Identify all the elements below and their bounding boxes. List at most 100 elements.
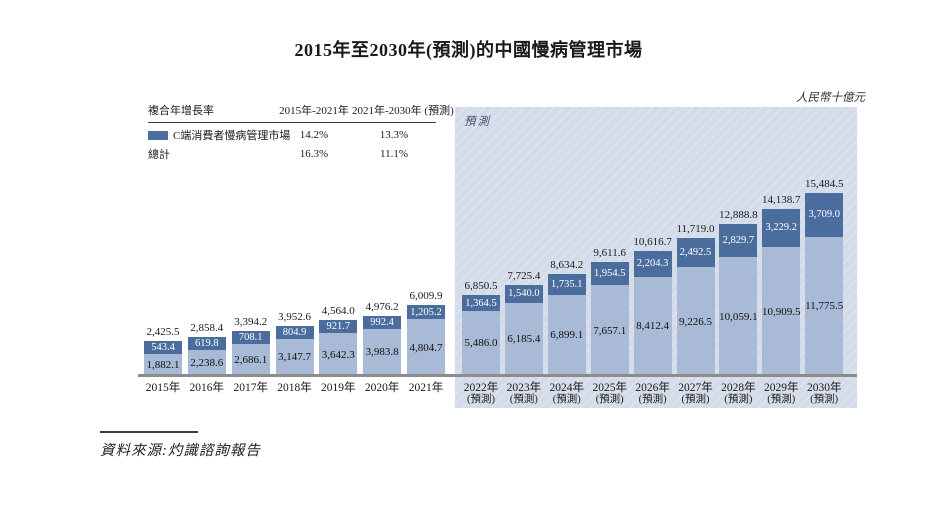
x-axis-label-2028年: 2028年 (預測) (721, 382, 756, 405)
x-axis-label-2026年: 2026年 (預測) (635, 382, 670, 405)
c-segment-value: 1,205.2 (410, 306, 442, 318)
x-axis-line (138, 374, 857, 377)
bar-2016年: 619.8 2,238.6 (187, 336, 226, 376)
bar-2020年-c-segment: 992.4 (363, 315, 402, 329)
legend-header-period1: 2015年-2021年 (279, 105, 349, 117)
bar-2021年: 1,205.2 4,804.7 (407, 305, 445, 376)
bar-2028年-base-segment: 10,059.1 (719, 257, 758, 376)
bar-2021年-total-value: 6,009.9 (409, 290, 443, 302)
bar-2027年: 2,492.5 9,226.5 (676, 237, 715, 376)
x-axis-label-2015年: 2015年 (145, 382, 181, 394)
c-segment-value: 1,954.5 (593, 268, 626, 280)
bar-2024年-base-segment: 6,899.1 (547, 294, 586, 376)
bar-2017年: 708.1 2,686.1 (231, 331, 270, 376)
bar-2018年-c-segment: 804.9 (275, 325, 314, 339)
c-segment-value: 2,829.7 (722, 234, 755, 246)
base-segment-value: 10,059.1 (719, 310, 758, 323)
c-segment-value: 992.4 (370, 316, 394, 328)
bar-2020年-total-value: 4,976.2 (365, 300, 399, 313)
bar-2027年-c-segment: 2,492.5 (676, 237, 715, 267)
c-segment-value: 543.4 (151, 341, 175, 353)
legend-row-total: 總計 16.3% 11.1% (148, 146, 436, 162)
bar-2021年-c-segment: 1,205.2 (407, 305, 445, 320)
c-segment-value: 1,364.5 (465, 297, 497, 309)
bar-2025年-base-segment: 7,657.1 (590, 285, 629, 376)
bar-2018年-base-segment: 3,147.7 (275, 338, 314, 376)
bar-2029年-c-segment: 3,229.2 (762, 208, 801, 248)
bar-2029年-total-value: 14,138.7 (762, 193, 801, 206)
legend-header-period2: 2021年-2030年 (預測) (352, 105, 454, 117)
bar-2024年-total-value: 8,634.2 (550, 259, 584, 271)
base-segment-value: 5,486.0 (464, 337, 498, 350)
legend-row-label: C端消費者慢病管理市場 (173, 130, 291, 142)
bar-2022年-base-segment: 5,486.0 (462, 311, 500, 376)
x-axis-label-2016年: 2016年 (189, 382, 225, 394)
bar-2015年-c-segment: 543.4 (144, 340, 182, 354)
bar-2016年-total-value: 2,858.4 (190, 321, 224, 334)
base-segment-value: 6,185.4 (507, 333, 541, 346)
bar-2020年: 992.4 3,983.8 (363, 315, 402, 376)
bar-2025年-c-segment: 1,954.5 (590, 262, 629, 286)
bar-2025年-total-value: 9,611.6 (593, 247, 626, 260)
base-segment-value: 7,657.1 (593, 324, 627, 337)
base-segment-value: 2,238.6 (190, 356, 224, 369)
legend-row-val1: 14.2% (299, 129, 329, 141)
bar-2027年-total-value: 11,719.0 (676, 222, 715, 235)
bar-2026年-total-value: 10,616.7 (633, 235, 672, 248)
bar-2024年: 1,735.1 6,899.1 (547, 274, 586, 376)
bar-2015年-base-segment: 1,882.1 (144, 353, 182, 376)
legend-row-val2: 13.3% (379, 129, 409, 141)
bar-2021年-base-segment: 4,804.7 (407, 319, 445, 376)
bar-2022年: 1,364.5 5,486.0 (462, 295, 500, 376)
c-segment-value: 2,492.5 (679, 246, 712, 258)
bar-2016年-c-segment: 619.8 (187, 336, 226, 350)
bar-2019年-total-value: 4,564.0 (321, 305, 355, 317)
base-segment-value: 10,909.5 (762, 305, 801, 318)
x-axis-label-2022年: 2022年 (預測) (463, 382, 499, 405)
bar-2029年-base-segment: 10,909.5 (762, 247, 801, 376)
bar-2027年-base-segment: 9,226.5 (676, 267, 715, 376)
x-axis-label-2021年: 2021年 (408, 382, 444, 394)
x-axis-label-2020年: 2020年 (364, 382, 400, 394)
bar-2018年-total-value: 3,952.6 (278, 310, 311, 323)
bar-2030年-base-segment: 11,775.5 (805, 236, 843, 376)
c-segment-value: 804.9 (282, 326, 307, 338)
c-segment-value: 2,204.3 (636, 258, 669, 270)
bar-2019年: 921.7 3,642.3 (319, 320, 358, 376)
legend-header-cagr: 複合年增長率 (148, 105, 214, 117)
x-axis-label-2027年: 2027年 (預測) (678, 382, 713, 405)
base-segment-value: 6,899.1 (550, 329, 584, 342)
base-segment-value: 2,686.1 (234, 354, 268, 367)
bar-2023年: 1,540.0 6,185.4 (504, 284, 543, 376)
bar-2022年-total-value: 6,850.5 (464, 280, 498, 292)
legend-row-label: 總計 (148, 149, 170, 161)
bar-2015年: 543.4 1,882.1 (144, 340, 182, 376)
c-segment-value: 1,540.0 (508, 288, 540, 300)
x-axis-label-2023年: 2023年 (預測) (506, 382, 542, 405)
bar-2030年: 3,709.0 11,775.5 (805, 193, 843, 376)
base-segment-value: 4,804.7 (409, 341, 443, 354)
unit-label: 人民幣十億元 (796, 92, 865, 104)
legend-row-val2: 11.1% (379, 148, 408, 160)
base-segment-value: 3,642.3 (321, 348, 355, 361)
bar-2024年-c-segment: 1,735.1 (547, 274, 586, 295)
bar-2030年-total-value: 15,484.5 (804, 178, 844, 190)
base-segment-value: 3,147.7 (278, 351, 311, 364)
x-axis-label-2019年: 2019年 (321, 382, 356, 394)
c-segment-value: 921.7 (326, 321, 351, 332)
x-axis-label-2017年: 2017年 (233, 382, 268, 394)
x-axis-label-2030年: 2030年 (預測) (806, 382, 842, 405)
bar-2023年-base-segment: 6,185.4 (504, 302, 543, 376)
bar-2025年: 1,954.5 7,657.1 (590, 262, 629, 376)
cagr-legend-table: 複合年增長率 2015年-2021年 2021年-2030年 (預測) C端消費… (148, 102, 454, 162)
bar-2023年-c-segment: 1,540.0 (504, 284, 543, 303)
bar-2015年-total-value: 2,425.5 (146, 325, 180, 338)
bar-2017年-total-value: 3,394.2 (234, 316, 268, 329)
bar-2026年-c-segment: 2,204.3 (633, 250, 672, 277)
base-segment-value: 9,226.5 (679, 315, 712, 328)
bar-2030年-c-segment: 3,709.0 (805, 193, 844, 237)
bar-2019年-base-segment: 3,642.3 (319, 333, 358, 376)
forecast-region-label: 預測 (464, 116, 491, 128)
bar-2020年-base-segment: 3,983.8 (363, 328, 402, 376)
bar-2026年: 2,204.3 8,412.4 (633, 250, 672, 377)
